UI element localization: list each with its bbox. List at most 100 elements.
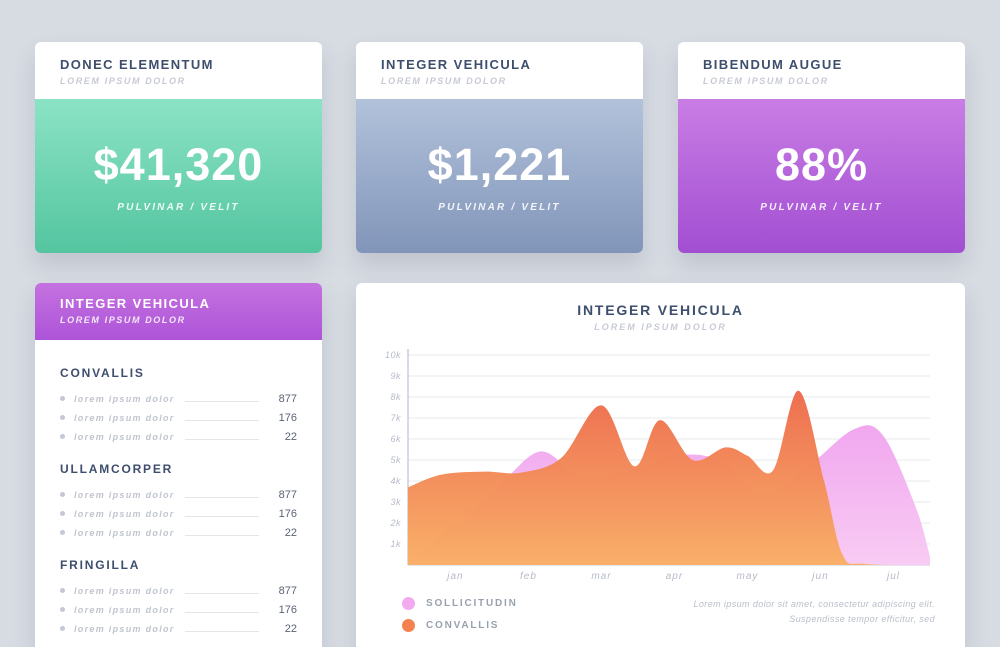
leader-line: [184, 612, 259, 613]
section-title: ULLAMCORPER: [60, 462, 174, 476]
legend-item-sollicitudin[interactable]: SOLLICITUDIN: [402, 597, 518, 610]
list-item: lorem ipsum dolor 22: [60, 427, 297, 446]
stat-card-header: DONEC ELEMENTUM LOREM IPSUM DOLOR: [35, 42, 322, 99]
stat-card-subtitle: LOREM IPSUM DOLOR: [60, 76, 186, 86]
svg-text:2k: 2k: [389, 518, 401, 528]
list-item-value: 877: [278, 488, 297, 501]
svg-text:mar: mar: [591, 571, 611, 582]
leader-line: [184, 535, 259, 536]
leader-line: [184, 401, 259, 402]
svg-text:7k: 7k: [390, 413, 401, 423]
svg-text:10k: 10k: [385, 350, 401, 360]
legend-dot-icon: [402, 597, 415, 610]
bullet-icon: [60, 626, 65, 631]
stat-card-caption: PULVINAR / VELIT: [760, 202, 883, 213]
legend-dot-icon: [402, 619, 415, 632]
svg-text:jul: jul: [885, 571, 900, 582]
stat-card-caption: PULVINAR / VELIT: [438, 202, 561, 213]
list-section-ullamcorper: ULLAMCORPER lorem ipsum dolor 877 lorem …: [60, 462, 297, 542]
list-item-label: lorem ipsum dolor: [74, 412, 175, 423]
stat-card-value-area: $41,320 PULVINAR / VELIT: [35, 99, 322, 253]
stat-card-bibendum-augue: BIBENDUM AUGUE LOREM IPSUM DOLOR 88% PUL…: [678, 42, 965, 253]
list-item-value: 877: [278, 392, 297, 405]
stat-card-value-area: $1,221 PULVINAR / VELIT: [356, 99, 643, 253]
leader-line: [184, 420, 259, 421]
list-item-value: 22: [284, 430, 297, 443]
list-panel-subtitle: LOREM IPSUM DOLOR: [60, 315, 186, 325]
chart-card: INTEGER VEHICULA LOREM IPSUM DOLOR 1k 2k 3…: [356, 283, 965, 647]
section-title: CONVALLIS: [60, 366, 145, 380]
list-item-label: lorem ipsum dolor: [74, 527, 175, 538]
stat-card-subtitle: LOREM IPSUM DOLOR: [703, 76, 829, 86]
bullet-icon: [60, 530, 65, 535]
list-item-label: lorem ipsum dolor: [74, 508, 175, 519]
svg-text:4k: 4k: [390, 476, 401, 486]
stat-card-value: $41,320: [93, 139, 264, 190]
svg-text:may: may: [737, 571, 759, 582]
list-item: lorem ipsum dolor 22: [60, 619, 297, 638]
leader-line: [184, 593, 259, 594]
footnote-line: Suspendisse tempor efficitur, sed: [789, 614, 935, 624]
stat-card-header: BIBENDUM AUGUE LOREM IPSUM DOLOR: [678, 42, 965, 99]
stat-card-title: INTEGER VEHICULA: [381, 57, 532, 72]
chart-svg-wrap: 1k 2k 3k 4k 5k 6k 7k 8k 9k 10k jan feb mar apr may jun j…: [376, 341, 945, 585]
bullet-icon: [60, 415, 65, 420]
list-panel-body: CONVALLIS lorem ipsum dolor 877 lorem ip…: [35, 340, 322, 638]
leader-line: [184, 439, 259, 440]
chart-title: INTEGER VEHICULA: [577, 302, 744, 318]
stat-card-value: $1,221: [427, 139, 572, 190]
list-item-value: 22: [284, 622, 297, 635]
list-item-label: lorem ipsum dolor: [74, 489, 175, 500]
legend-item-convallis[interactable]: CONVALLIS: [402, 619, 518, 632]
chart-footnote: Lorem ipsum dolor sit amet, consectetur …: [694, 597, 936, 627]
list-item-label: lorem ipsum dolor: [74, 585, 175, 596]
bullet-icon: [60, 492, 65, 497]
footnote-line: Lorem ipsum dolor sit amet, consectetur …: [693, 599, 935, 609]
stat-card-header: INTEGER VEHICULA LOREM IPSUM DOLOR: [356, 42, 643, 99]
list-item-label: lorem ipsum dolor: [74, 604, 175, 615]
bullet-icon: [60, 434, 65, 439]
stat-card-value: 88%: [774, 139, 869, 190]
list-panel-title: INTEGER VEHICULA: [60, 296, 211, 311]
stat-card-title: BIBENDUM AUGUE: [703, 57, 843, 72]
stat-card-integer-vehicula: INTEGER VEHICULA LOREM IPSUM DOLOR $1,22…: [356, 42, 643, 253]
leader-line: [184, 497, 259, 498]
svg-text:3k: 3k: [390, 497, 401, 507]
svg-text:feb: feb: [520, 571, 537, 582]
stat-card-caption: PULVINAR / VELIT: [117, 202, 240, 213]
list-item: lorem ipsum dolor 176: [60, 504, 297, 523]
area-chart: 1k 2k 3k 4k 5k 6k 7k 8k 9k 10k jan feb mar apr may jun j…: [385, 349, 930, 582]
list-item-value: 877: [278, 584, 297, 597]
bullet-icon: [60, 396, 65, 401]
list-panel: INTEGER VEHICULA LOREM IPSUM DOLOR CONVA…: [35, 283, 322, 647]
list-section-fringilla: FRINGILLA lorem ipsum dolor 877 lorem ip…: [60, 558, 297, 638]
list-item-label: lorem ipsum dolor: [74, 393, 175, 404]
bullet-icon: [60, 607, 65, 612]
list-item-value: 176: [278, 411, 297, 424]
stat-card-value-area: 88% PULVINAR / VELIT: [678, 99, 965, 253]
list-item: lorem ipsum dolor 176: [60, 600, 297, 619]
svg-text:jan: jan: [445, 571, 463, 582]
list-item: lorem ipsum dolor 176: [60, 408, 297, 427]
list-item: lorem ipsum dolor 22: [60, 523, 297, 542]
svg-text:6k: 6k: [390, 434, 401, 444]
list-item-value: 176: [278, 507, 297, 520]
list-item-label: lorem ipsum dolor: [74, 431, 175, 442]
stat-card-donec-elementum: DONEC ELEMENTUM LOREM IPSUM DOLOR $41,32…: [35, 42, 322, 253]
leader-line: [184, 631, 259, 632]
bullet-icon: [60, 511, 65, 516]
svg-text:9k: 9k: [390, 371, 401, 381]
legend-label: SOLLICITUDIN: [426, 598, 518, 609]
list-item-value: 176: [278, 603, 297, 616]
list-item-label: lorem ipsum dolor: [74, 623, 175, 634]
chart-footer: SOLLICITUDIN CONVALLIS Lorem ipsum dolor…: [402, 597, 935, 641]
stat-card-title: DONEC ELEMENTUM: [60, 57, 214, 72]
list-item: lorem ipsum dolor 877: [60, 485, 297, 504]
list-item-value: 22: [284, 526, 297, 539]
leader-line: [184, 516, 259, 517]
list-panel-header: INTEGER VEHICULA LOREM IPSUM DOLOR: [35, 283, 322, 340]
chart-legend: SOLLICITUDIN CONVALLIS: [402, 597, 518, 641]
svg-text:5k: 5k: [390, 455, 401, 465]
svg-text:1k: 1k: [390, 539, 401, 549]
svg-text:8k: 8k: [390, 392, 401, 402]
